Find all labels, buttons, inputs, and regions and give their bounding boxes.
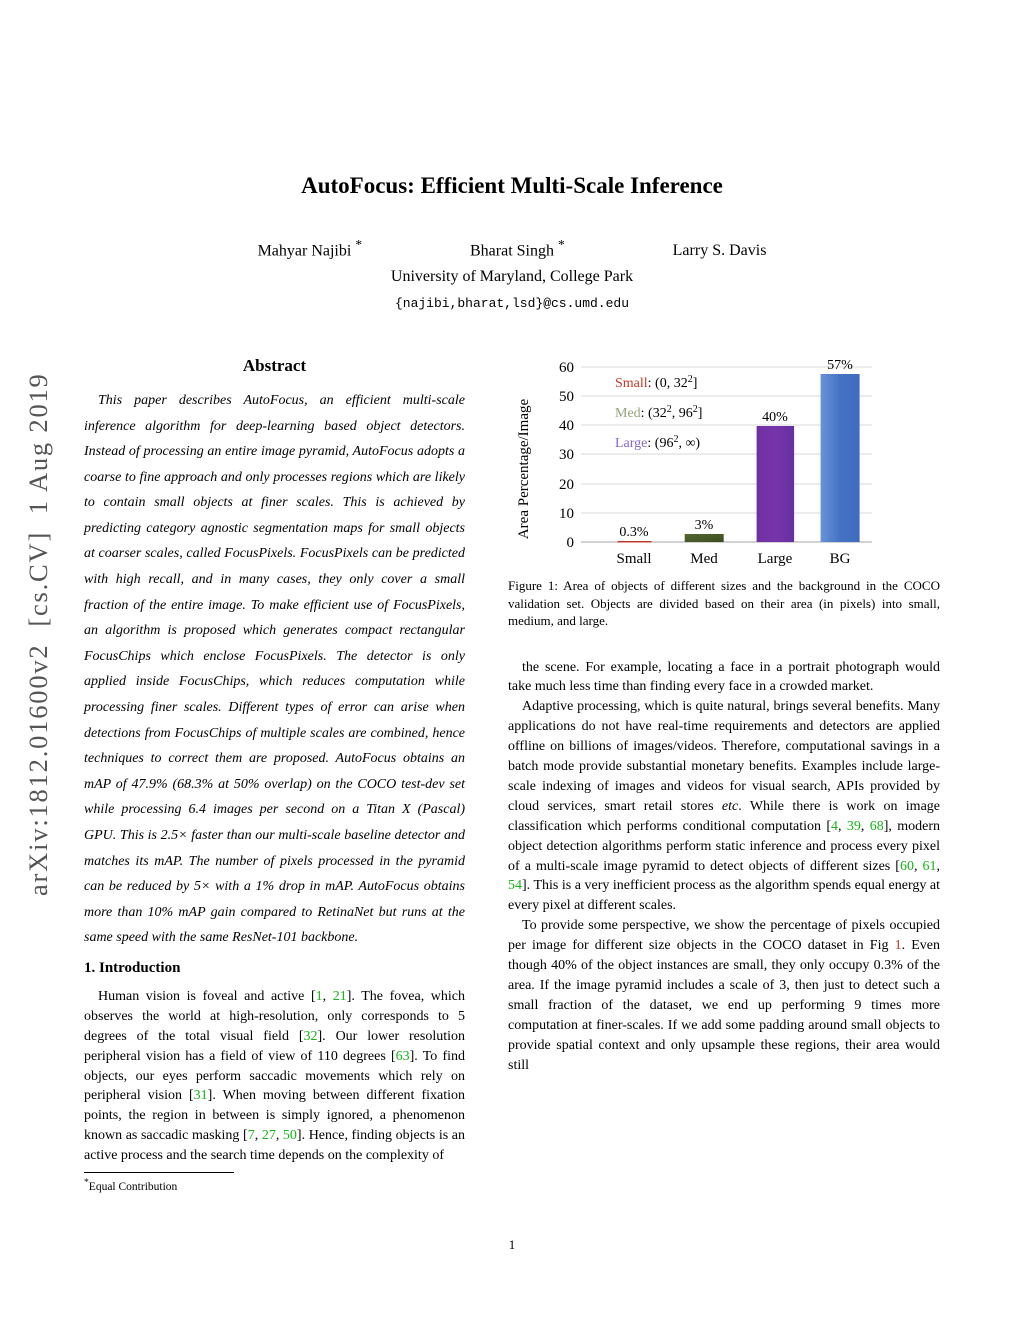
svg-text:Small: (0, 322]: Small: (0, 322] [615,374,697,392]
svg-text:30: 30 [559,447,574,463]
svg-text:Med: (322, 962]: Med: (322, 962] [615,404,702,422]
svg-text:Med: Med [690,551,718,567]
svg-text:Large: Large [758,551,793,567]
svg-text:40: 40 [559,418,574,434]
svg-text:3%: 3% [695,518,714,533]
svg-text:Large: (962, ∞): Large: (962, ∞) [615,434,700,452]
svg-text:Small: Small [616,551,651,567]
svg-text:60: 60 [559,360,574,376]
svg-text:40%: 40% [762,410,788,425]
svg-text:Area Percentage/Image: Area Percentage/Image [516,398,532,539]
svg-text:0.3%: 0.3% [619,525,649,540]
svg-text:20: 20 [559,477,574,493]
svg-text:0: 0 [567,535,575,551]
svg-text:10: 10 [559,506,574,522]
svg-text:57%: 57% [827,358,853,373]
svg-text:50: 50 [559,389,574,405]
svg-text:BG: BG [830,551,851,567]
